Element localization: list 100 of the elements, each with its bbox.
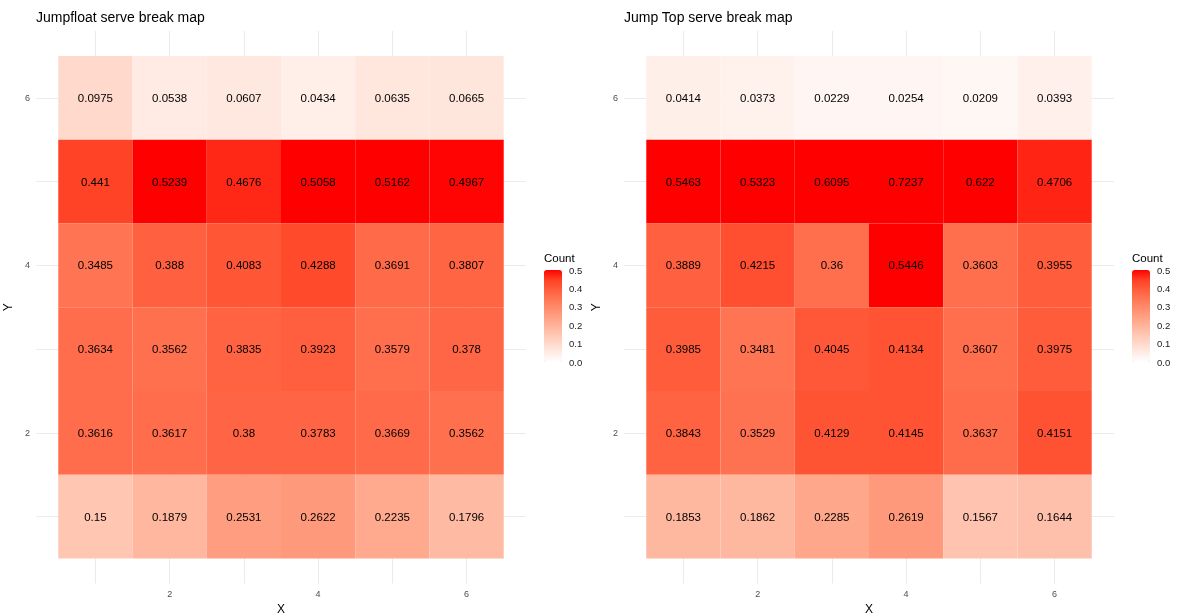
y-tick-label: 2 <box>24 427 30 438</box>
data-label: 0.1879 <box>152 510 188 523</box>
y-axis-title: Y <box>589 303 604 312</box>
data-label: 0.3975 <box>1037 343 1073 356</box>
data-label: 0.3807 <box>449 259 485 272</box>
data-label: 0.4045 <box>814 343 850 356</box>
y-tick-label: 6 <box>24 92 30 103</box>
data-label: 0.0393 <box>1037 91 1073 104</box>
data-label: 0.3923 <box>300 343 336 356</box>
data-label: 0.2531 <box>226 510 262 523</box>
data-label: 0.4676 <box>226 175 262 188</box>
color-bar-label: 0.1 <box>569 338 583 350</box>
data-label: 0.3783 <box>300 426 336 439</box>
data-label: 0.38 <box>232 426 256 439</box>
color-bar-label: 0.3 <box>1157 301 1171 313</box>
data-label: 0.3562 <box>449 426 485 439</box>
data-label: 0.4151 <box>1037 426 1073 439</box>
data-label: 0.5463 <box>665 175 701 188</box>
data-label: 0.0607 <box>226 91 262 104</box>
color-bar-title: Count <box>1132 252 1164 264</box>
data-label: 0.3579 <box>374 343 410 356</box>
color-bar-label: 0.5 <box>1157 264 1171 276</box>
x-axis-title: X <box>276 602 286 614</box>
color-bar-label: 0.4 <box>1157 282 1171 294</box>
data-label: 0.0254 <box>888 91 925 104</box>
color-bar-label: 0.0 <box>1157 356 1171 368</box>
data-label: 0.0975 <box>77 91 113 104</box>
data-label: 0.0665 <box>449 91 485 104</box>
data-label: 0.4134 <box>888 343 925 356</box>
data-label: 0.0229 <box>814 91 850 104</box>
data-label: 0.7237 <box>888 175 924 188</box>
x-tick-label: 4 <box>903 589 909 599</box>
data-label: 0.4145 <box>888 426 924 439</box>
y-tick-label: 2 <box>612 427 618 438</box>
data-label: 0.4288 <box>300 259 336 272</box>
data-label: 0.3985 <box>665 343 701 356</box>
data-label: 0.3529 <box>740 426 776 439</box>
data-label: 0.3607 <box>962 343 998 356</box>
data-label: 0.441 <box>81 175 110 188</box>
data-label: 0.2285 <box>814 510 850 523</box>
data-label: 0.3634 <box>77 343 114 356</box>
data-label: 0.622 <box>965 175 995 188</box>
data-label: 0.1644 <box>1037 510 1073 523</box>
data-label: 0.2622 <box>300 510 336 523</box>
data-label: 0.6095 <box>814 175 850 188</box>
color-bar-label: 0.2 <box>1157 319 1171 331</box>
data-label: 0.2235 <box>374 510 410 523</box>
data-label: 0.3617 <box>152 426 188 439</box>
color-bar-label: 0.1 <box>1157 338 1171 350</box>
data-label: 0.0414 <box>665 91 702 104</box>
color-bar-label: 0.0 <box>569 356 583 368</box>
x-tick-label: 2 <box>755 589 761 599</box>
data-label: 0.0538 <box>152 91 188 104</box>
data-label: 0.4706 <box>1037 175 1073 188</box>
color-bar-label: 0.5 <box>569 264 583 276</box>
data-label: 0.3669 <box>374 426 410 439</box>
chart-title: Jump Top serve break map <box>624 9 793 25</box>
data-label: 0.5162 <box>374 175 410 188</box>
data-label: 0.3889 <box>665 259 701 272</box>
y-tick-label: 4 <box>24 260 30 271</box>
x-tick-label: 2 <box>167 589 173 599</box>
data-label: 0.3843 <box>665 426 701 439</box>
data-label: 0.0209 <box>962 91 998 104</box>
data-label: 0.388 <box>155 259 185 272</box>
y-tick-label: 4 <box>612 260 618 271</box>
data-label: 0.5323 <box>740 175 776 188</box>
y-axis-title: Y <box>1 303 16 312</box>
y-tick-label: 6 <box>612 92 618 103</box>
x-axis-title: X <box>864 602 874 614</box>
x-tick-label: 4 <box>315 589 321 599</box>
data-label: 0.4129 <box>814 426 850 439</box>
data-label: 0.0373 <box>740 91 776 104</box>
data-label: 0.3616 <box>77 426 113 439</box>
data-label: 0.5058 <box>300 175 336 188</box>
data-label: 0.1853 <box>665 510 701 523</box>
data-label: 0.5239 <box>152 175 188 188</box>
data-label: 0.4215 <box>740 259 776 272</box>
data-label: 0.3562 <box>152 343 188 356</box>
data-label: 0.4967 <box>449 175 485 188</box>
data-label: 0.4083 <box>226 259 262 272</box>
data-label: 0.3637 <box>962 426 998 439</box>
data-label: 0.0635 <box>374 91 410 104</box>
data-label: 0.3835 <box>226 343 262 356</box>
chart-title: Jumpfloat serve break map <box>36 9 206 25</box>
data-label: 0.3481 <box>740 343 776 356</box>
color-bar-label: 0.2 <box>569 319 583 331</box>
data-label: 0.1862 <box>740 510 776 523</box>
data-label: 0.36 <box>820 259 844 272</box>
x-tick-label: 6 <box>1052 589 1058 599</box>
data-label: 0.3955 <box>1037 259 1073 272</box>
data-label: 0.3691 <box>374 259 410 272</box>
data-label: 0.3485 <box>77 259 113 272</box>
x-tick-label: 6 <box>464 589 470 599</box>
color-bar-label: 0.4 <box>569 282 583 294</box>
color-bar-label: 0.3 <box>569 301 583 313</box>
data-label: 0.378 <box>452 343 481 356</box>
data-label: 0.0434 <box>300 91 337 104</box>
data-label: 0.1567 <box>962 510 998 523</box>
data-label: 0.5446 <box>888 259 924 272</box>
data-label: 0.1796 <box>449 510 485 523</box>
